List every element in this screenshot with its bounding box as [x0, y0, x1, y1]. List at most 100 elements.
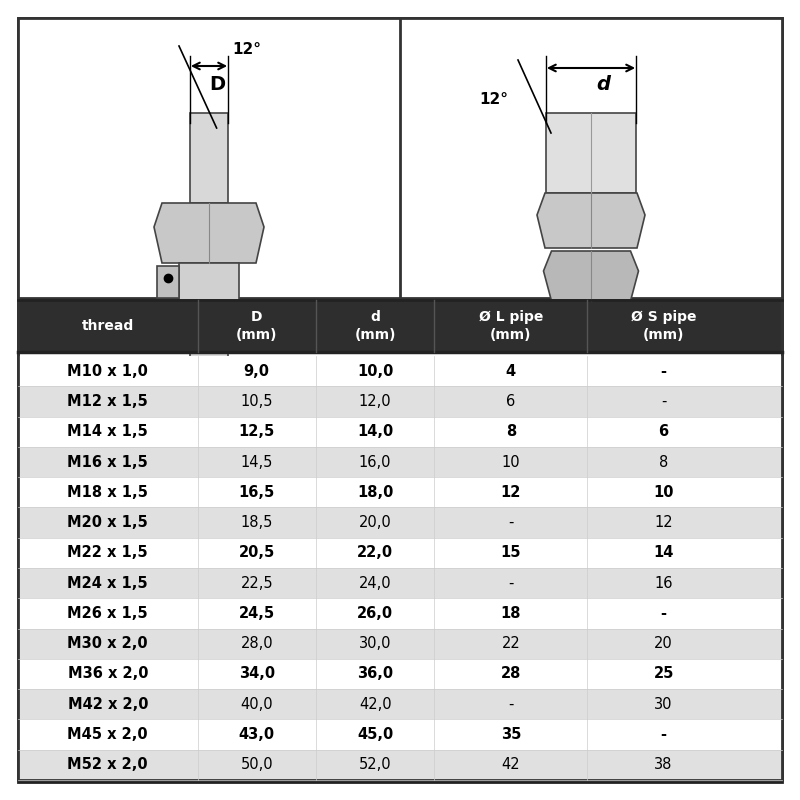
Text: 10: 10 — [502, 454, 520, 470]
Text: 20: 20 — [654, 636, 673, 651]
Bar — [190, 113, 228, 203]
Text: M45 x 2,0: M45 x 2,0 — [67, 727, 148, 742]
Bar — [179, 263, 239, 313]
Text: 16,0: 16,0 — [359, 454, 391, 470]
Text: 35: 35 — [501, 727, 521, 742]
Text: Ø L pipe
(mm): Ø L pipe (mm) — [478, 310, 543, 342]
Text: -: - — [661, 606, 666, 621]
Text: M42 x 2,0: M42 x 2,0 — [67, 697, 148, 712]
Text: 22,5: 22,5 — [241, 576, 273, 590]
Text: 38: 38 — [654, 758, 673, 772]
Text: 10,5: 10,5 — [241, 394, 273, 409]
Text: M14 x 1,5: M14 x 1,5 — [67, 424, 148, 439]
Bar — [18, 750, 782, 780]
Bar — [18, 386, 782, 417]
Text: -: - — [508, 697, 514, 712]
Text: 14,0: 14,0 — [357, 424, 394, 439]
Bar — [18, 538, 782, 568]
Text: 14,5: 14,5 — [241, 454, 273, 470]
Text: 22: 22 — [502, 636, 520, 651]
Text: 16,5: 16,5 — [238, 485, 275, 500]
Polygon shape — [537, 193, 645, 248]
Text: 16: 16 — [654, 576, 673, 590]
Text: 24,5: 24,5 — [238, 606, 275, 621]
Text: 22,0: 22,0 — [357, 546, 394, 560]
Bar — [190, 313, 228, 358]
Bar — [18, 659, 782, 689]
Text: 50,0: 50,0 — [241, 758, 273, 772]
Text: Ø S pipe
(mm): Ø S pipe (mm) — [631, 310, 696, 342]
Text: 42,0: 42,0 — [359, 697, 391, 712]
Text: thread: thread — [82, 319, 134, 333]
Text: 10,0: 10,0 — [357, 364, 394, 378]
Text: M36 x 2,0: M36 x 2,0 — [67, 666, 148, 682]
Text: 28,0: 28,0 — [241, 636, 273, 651]
Text: 12,0: 12,0 — [359, 394, 391, 409]
Text: d
(mm): d (mm) — [354, 310, 396, 342]
Bar — [18, 568, 782, 598]
Text: 12,5: 12,5 — [238, 424, 275, 439]
Text: M26 x 1,5: M26 x 1,5 — [67, 606, 148, 621]
Bar — [18, 300, 782, 780]
Text: 30: 30 — [654, 697, 673, 712]
Text: M10 x 1,0: M10 x 1,0 — [67, 364, 148, 378]
Bar — [18, 598, 782, 629]
Text: M52 x 2,0: M52 x 2,0 — [67, 758, 148, 772]
Text: 36,0: 36,0 — [357, 666, 394, 682]
Text: 18: 18 — [501, 606, 521, 621]
Text: -: - — [508, 515, 514, 530]
Text: M16 x 1,5: M16 x 1,5 — [67, 454, 148, 470]
Text: -: - — [661, 364, 666, 378]
Bar — [18, 507, 782, 538]
Bar — [157, 266, 179, 298]
Text: 8: 8 — [506, 424, 516, 439]
Text: 12°: 12° — [479, 93, 509, 107]
Bar — [18, 356, 782, 386]
Text: 40,0: 40,0 — [241, 697, 273, 712]
Text: 20,5: 20,5 — [238, 546, 275, 560]
Text: M24 x 1,5: M24 x 1,5 — [67, 576, 148, 590]
Text: 10: 10 — [654, 485, 674, 500]
Text: 24,0: 24,0 — [359, 576, 391, 590]
Text: M18 x 1,5: M18 x 1,5 — [67, 485, 148, 500]
Text: -: - — [661, 394, 666, 409]
Text: M30 x 2,0: M30 x 2,0 — [67, 636, 148, 651]
Bar — [546, 113, 636, 193]
Bar — [18, 417, 782, 447]
Text: 43,0: 43,0 — [238, 727, 275, 742]
Text: 26,0: 26,0 — [357, 606, 394, 621]
Text: 18,0: 18,0 — [357, 485, 394, 500]
Text: M20 x 1,5: M20 x 1,5 — [67, 515, 148, 530]
Text: D
(mm): D (mm) — [236, 310, 278, 342]
Text: 12: 12 — [501, 485, 521, 500]
Text: 52,0: 52,0 — [359, 758, 391, 772]
Bar — [18, 719, 782, 750]
Text: 4: 4 — [506, 364, 516, 378]
Bar — [18, 447, 782, 477]
Text: -: - — [508, 576, 514, 590]
Text: M22 x 1,5: M22 x 1,5 — [67, 546, 148, 560]
Text: 42: 42 — [502, 758, 520, 772]
Text: D: D — [209, 74, 225, 94]
Text: d: d — [596, 74, 610, 94]
Bar — [18, 300, 782, 352]
Text: -: - — [661, 727, 666, 742]
Text: M12 x 1,5: M12 x 1,5 — [67, 394, 148, 409]
Text: 28: 28 — [501, 666, 521, 682]
Text: 6: 6 — [506, 394, 515, 409]
Text: 30,0: 30,0 — [359, 636, 391, 651]
Text: 9,0: 9,0 — [244, 364, 270, 378]
Bar — [18, 477, 782, 507]
Text: 15: 15 — [501, 546, 521, 560]
Text: 34,0: 34,0 — [238, 666, 275, 682]
Polygon shape — [154, 203, 264, 263]
Text: 12°: 12° — [232, 42, 261, 58]
Bar — [18, 18, 782, 298]
Bar — [572, 301, 610, 341]
Text: 20,0: 20,0 — [358, 515, 391, 530]
Text: 6: 6 — [658, 424, 669, 439]
Text: 14: 14 — [654, 546, 674, 560]
Text: 12: 12 — [654, 515, 673, 530]
Text: 8: 8 — [659, 454, 668, 470]
Text: 18,5: 18,5 — [241, 515, 273, 530]
